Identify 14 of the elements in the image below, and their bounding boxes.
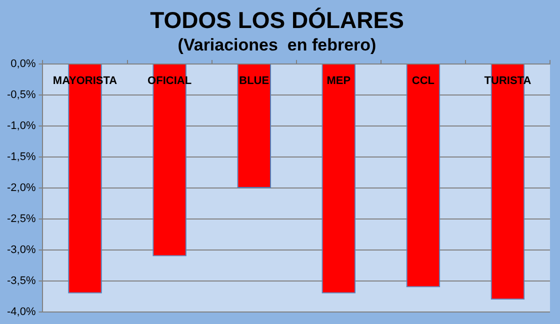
y-tick-label: -1,5% <box>6 151 36 164</box>
y-tick-label: -2,5% <box>6 213 36 226</box>
y-tick-label: -3,0% <box>6 244 36 256</box>
y-tick-label: -4,0% <box>6 306 36 318</box>
x-tick-label: MEP <box>326 75 351 88</box>
x-tick-label: CCL <box>412 75 435 88</box>
chart-subtitle: (Variaciones en febrero) <box>178 35 376 54</box>
chart-title: TODOS LOS DÓLARES <box>150 7 404 34</box>
y-tick-label: -3,5% <box>6 275 36 288</box>
x-tick-label: BLUE <box>239 75 270 88</box>
y-tick-label: -1,0% <box>6 120 36 132</box>
y-tick-label: -0,5% <box>6 89 36 102</box>
y-tick-label: 0,0% <box>10 58 36 70</box>
y-tick-label: -2,0% <box>6 182 36 194</box>
